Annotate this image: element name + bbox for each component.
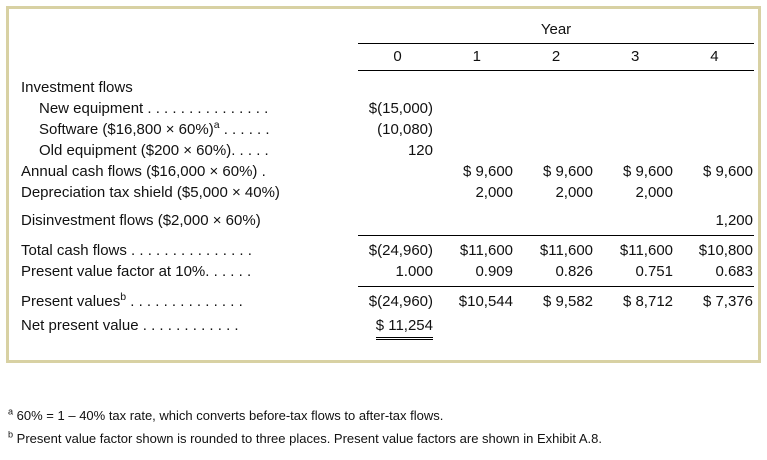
cell-y3: 2,000: [635, 184, 673, 201]
cell-y3: [598, 210, 678, 231]
cell-y4: $ 9,600: [702, 163, 753, 180]
footnote-b-marker: b: [8, 429, 14, 440]
row-new-equipment: New equipment . . . . . . . . . . . . . …: [21, 98, 758, 119]
cell-y3: [598, 140, 678, 161]
cell-y0: [358, 210, 438, 231]
cell-y2: 0.826: [555, 263, 593, 280]
cell-y2: $ 9,582: [542, 293, 593, 310]
cell-y2: [518, 315, 598, 340]
cell-y1: $10,544: [458, 293, 513, 310]
cell-y3: 0.751: [635, 263, 673, 280]
row-total-cash-flows: Total cash flows . . . . . . . . . . . .…: [21, 240, 758, 261]
cell-y1: $ 9,600: [462, 163, 513, 180]
row-old-equipment: Old equipment ($200 × 60%). . . . . 120: [21, 140, 758, 161]
cell-y3: [598, 77, 678, 98]
footnotes: a 60% = 1 – 40% tax rate, which converts…: [8, 404, 758, 450]
row-label: Annual cash flows ($16,000 × 60%) .: [21, 163, 266, 180]
row-pv-factor: Present value factor at 10%. . . . . . 1…: [21, 261, 758, 282]
row-depreciation-tax-shield: Depreciation tax shield ($5,000 × 40%) 2…: [21, 182, 758, 203]
row-net-present-value: Net present value . . . . . . . . . . . …: [21, 315, 758, 340]
row-label: Old equipment ($200 × 60%). . . . .: [39, 142, 269, 159]
cell-y3: $ 9,600: [622, 163, 673, 180]
rule-above-totals: [358, 235, 754, 236]
cell-y2: $11,600: [539, 242, 593, 259]
cell-y0: [358, 182, 438, 203]
row-disinvestment-flows: Disinvestment flows ($2,000 × 60%) 1,200: [21, 210, 758, 231]
row-label: Software ($16,800 × 60%)a . . . . . .: [39, 119, 270, 138]
cell-y4: [678, 315, 758, 340]
column-header-row: 0 1 2 3 4: [358, 44, 754, 71]
column-header-0: 0: [393, 48, 402, 65]
year-header: Year: [358, 21, 754, 44]
cell-y2: 2,000: [555, 184, 593, 201]
exhibit-table-box: Year 0 1 2 3 4 Investment flows New equi…: [6, 6, 761, 363]
rule-above-present-values: [358, 286, 754, 287]
cell-y4: 0.683: [715, 263, 753, 280]
cell-y1: [438, 98, 518, 119]
cell-y3: [598, 98, 678, 119]
column-header-3: 3: [631, 48, 640, 65]
row-investment-flows: Investment flows: [21, 77, 758, 98]
cell-y4: 1,200: [715, 212, 753, 229]
cell-y0: [358, 161, 438, 182]
cell-y3: $11,600: [619, 242, 673, 259]
footnote-a-marker: a: [213, 119, 220, 131]
row-label: Present valuesb . . . . . . . . . . . . …: [21, 291, 243, 310]
cell-y0: 120: [407, 142, 433, 159]
cell-y4: $10,800: [698, 242, 753, 259]
cell-y1: 2,000: [475, 184, 513, 201]
column-header-2: 2: [551, 48, 561, 65]
cell-y0: $ 11,254: [358, 315, 438, 340]
row-label: Present value factor at 10%. . . . . .: [21, 263, 252, 280]
cell-y1: $11,600: [459, 242, 513, 259]
footnote-a-marker: a: [8, 406, 14, 417]
cell-y3: [598, 315, 678, 340]
cell-y2: [518, 98, 598, 119]
cell-y2: [518, 77, 598, 98]
cell-y0: [358, 77, 438, 98]
cell-y4: [678, 119, 758, 140]
cell-y0: 1.000: [395, 263, 433, 280]
column-header-1: 1: [472, 48, 481, 65]
row-label: Disinvestment flows ($2,000 × 60%): [21, 212, 261, 229]
npv-value: $ 11,254: [375, 315, 433, 340]
cell-y4: $ 7,376: [702, 293, 753, 310]
row-annual-cash-flows: Annual cash flows ($16,000 × 60%) . $ 9,…: [21, 161, 758, 182]
column-header-4: 4: [710, 48, 719, 65]
cell-y0: $(24,960): [368, 293, 433, 310]
cell-y4: [678, 98, 758, 119]
row-label: Depreciation tax shield ($5,000 × 40%): [21, 184, 280, 201]
cell-y4: [678, 77, 758, 98]
cell-y4: [678, 140, 758, 161]
cell-y1: 0.909: [475, 263, 513, 280]
cell-y1: [438, 315, 518, 340]
footnote-b-marker: b: [120, 291, 127, 303]
cell-y2: $ 9,600: [542, 163, 593, 180]
cell-y0: $(24,960): [368, 242, 433, 259]
row-present-values: Present valuesb . . . . . . . . . . . . …: [21, 291, 758, 312]
cell-y1: [438, 210, 518, 231]
cell-y2: [518, 140, 598, 161]
cell-y1: [438, 77, 518, 98]
row-label: Net present value . . . . . . . . . . . …: [21, 317, 239, 334]
footnote-a: a 60% = 1 – 40% tax rate, which converts…: [8, 406, 444, 423]
row-label: Investment flows: [21, 79, 133, 96]
row-label: New equipment . . . . . . . . . . . . . …: [39, 100, 269, 117]
cell-y3: $ 8,712: [622, 293, 673, 310]
row-label: Total cash flows . . . . . . . . . . . .…: [21, 242, 252, 259]
cell-y0: (10,080): [377, 121, 433, 138]
cell-y1: [438, 140, 518, 161]
cell-y2: [518, 119, 598, 140]
cell-y4: [678, 182, 758, 203]
footnote-b: b Present value factor shown is rounded …: [8, 429, 602, 446]
cell-y3: [598, 119, 678, 140]
cell-y0: $(15,000): [368, 100, 433, 117]
cell-y2: [518, 210, 598, 231]
row-software: Software ($16,800 × 60%)a . . . . . . (1…: [21, 119, 758, 140]
cell-y1: [438, 119, 518, 140]
